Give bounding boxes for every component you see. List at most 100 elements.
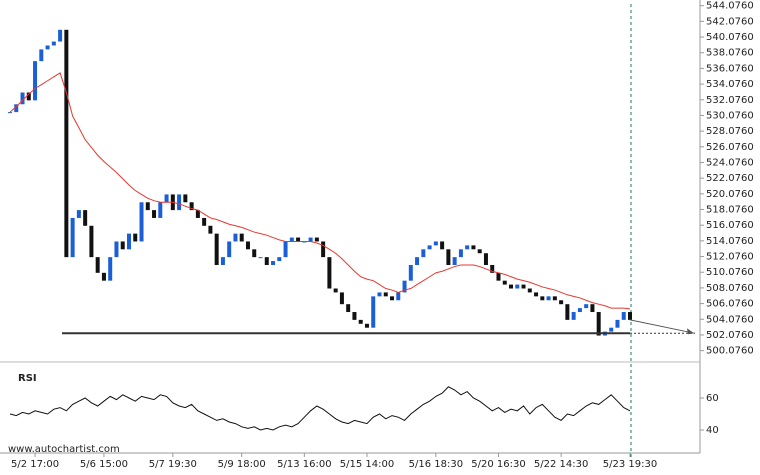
candle xyxy=(521,284,526,289)
candle xyxy=(277,257,282,262)
candle xyxy=(321,241,326,258)
candle xyxy=(114,241,119,258)
candle xyxy=(177,194,182,211)
candle xyxy=(208,225,213,234)
candle xyxy=(596,312,601,336)
y-tick-label: 500.0760 xyxy=(706,346,754,357)
candle xyxy=(559,300,564,305)
candle xyxy=(158,202,163,218)
x-tick-label: 5/22 14:30 xyxy=(534,459,588,470)
candle xyxy=(402,280,407,293)
candle xyxy=(628,312,632,320)
candle xyxy=(477,249,482,254)
y-tick-label: 510.0760 xyxy=(706,267,754,278)
candle xyxy=(346,304,351,313)
moving-average xyxy=(9,72,631,310)
x-tick-label: 5/9 18:00 xyxy=(218,459,266,470)
candle xyxy=(195,210,200,218)
rsi-tick-label: 60 xyxy=(706,393,719,404)
candle xyxy=(20,92,25,105)
candle xyxy=(427,245,432,250)
candle xyxy=(440,241,445,250)
x-tick-label: 5/2 17:00 xyxy=(11,459,59,470)
candle xyxy=(377,292,382,297)
y-tick-label: 518.0760 xyxy=(706,205,754,216)
y-tick-label: 530.0760 xyxy=(706,110,754,121)
candle xyxy=(577,308,582,313)
candle xyxy=(283,241,288,258)
y-tick-label: 544.0760 xyxy=(706,1,754,12)
candle xyxy=(540,296,545,301)
candle xyxy=(258,257,263,259)
candle xyxy=(408,264,413,281)
candle xyxy=(452,257,457,265)
y-tick-label: 532.0760 xyxy=(706,95,754,106)
candle xyxy=(51,41,56,46)
forecast-arrow xyxy=(629,319,695,334)
candle xyxy=(552,296,557,301)
y-tick-label: 538.0760 xyxy=(706,48,754,59)
candle xyxy=(465,245,470,250)
candle xyxy=(458,249,463,258)
candle xyxy=(95,257,100,273)
source: www.autochartist.com xyxy=(8,444,120,455)
candle xyxy=(64,29,69,258)
candle xyxy=(358,319,363,324)
y-tick-label: 526.0760 xyxy=(706,142,754,153)
candle xyxy=(527,288,532,293)
x-tick-label: 5/13 16:00 xyxy=(277,459,331,470)
candle xyxy=(565,304,570,320)
candle xyxy=(515,284,520,289)
y-tick-label: 514.0760 xyxy=(706,236,754,247)
candle xyxy=(70,217,75,258)
y-tick-label: 512.0760 xyxy=(706,252,754,263)
candle xyxy=(609,327,614,332)
candle xyxy=(339,292,344,305)
candle xyxy=(45,45,50,50)
candle xyxy=(76,210,81,218)
x-tick-label: 5/16 18:30 xyxy=(409,459,463,470)
candle xyxy=(433,241,438,246)
y-tick-label: 528.0760 xyxy=(706,126,754,137)
rsi-line xyxy=(9,386,631,431)
y-tick-label: 540.0760 xyxy=(706,32,754,43)
y-tick-label: 506.0760 xyxy=(706,299,754,310)
candle xyxy=(264,257,269,265)
x-tick-label: 5/20 16:30 xyxy=(471,459,525,470)
candle xyxy=(239,233,244,242)
candle xyxy=(471,245,476,250)
candle xyxy=(327,257,332,289)
candle xyxy=(120,241,125,250)
candle xyxy=(26,92,31,101)
candle xyxy=(271,261,276,265)
candle xyxy=(296,237,301,242)
candle xyxy=(189,202,194,211)
candle xyxy=(139,202,144,242)
x-tick-label: 5/15 14:00 xyxy=(340,459,394,470)
y-tick-label: 522.0760 xyxy=(706,173,754,184)
candle xyxy=(14,104,19,113)
candle xyxy=(396,292,401,301)
candle xyxy=(39,49,44,62)
candle xyxy=(145,202,150,211)
candle xyxy=(496,272,501,281)
candle xyxy=(314,237,319,242)
candle xyxy=(383,292,388,297)
y-tick-label: 502.0760 xyxy=(706,330,754,341)
candle xyxy=(371,296,376,328)
candle xyxy=(490,264,495,273)
x-tick-label: 5/6 15:00 xyxy=(80,459,128,470)
candle xyxy=(58,29,63,42)
candle xyxy=(352,312,357,320)
candle xyxy=(421,249,426,258)
rsi-tick-label: 40 xyxy=(706,425,719,436)
candle xyxy=(33,61,38,101)
candle xyxy=(333,288,338,293)
candle xyxy=(502,280,507,285)
candle xyxy=(245,241,250,250)
candle xyxy=(621,312,626,320)
candle xyxy=(214,233,219,265)
candle xyxy=(133,233,138,242)
